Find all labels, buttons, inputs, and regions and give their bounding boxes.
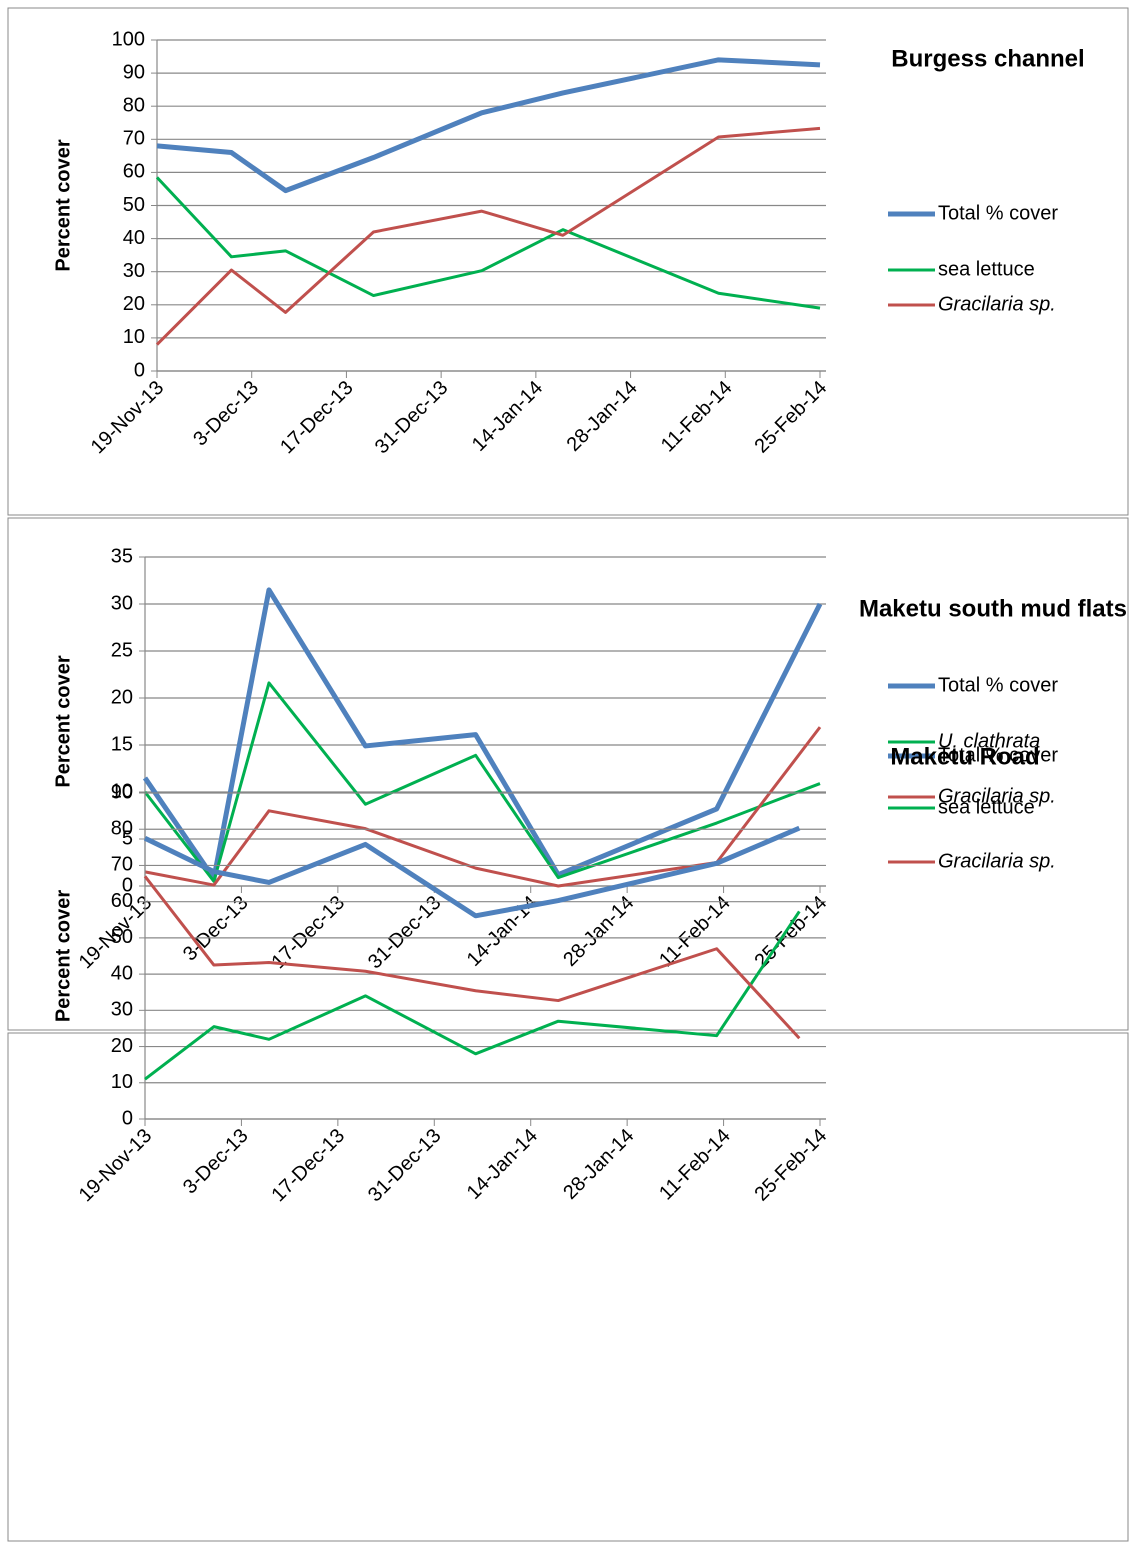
panel-border xyxy=(7,7,1129,516)
panel-border xyxy=(7,1032,1129,1542)
x-tick-label: 3-Dec-13 xyxy=(189,377,263,451)
data-line xyxy=(143,681,821,883)
y-tick-label: 20 xyxy=(111,1035,133,1057)
x-tick-label: 11-Feb-14 xyxy=(655,1125,735,1205)
y-tick-label: 40 xyxy=(123,227,145,249)
x-tick-label: 19-Nov-13 xyxy=(75,1125,157,1207)
x-tick-label: 17-Dec-13 xyxy=(268,1125,350,1207)
legend-label: Total % cover xyxy=(938,202,1058,224)
legend-label: Gracilaria sp. xyxy=(938,850,1056,872)
data-line xyxy=(143,825,801,919)
x-tick-label: 17-Dec-13 xyxy=(276,377,358,459)
y-tick-label: 0 xyxy=(122,874,133,896)
data-line xyxy=(156,57,821,194)
data-line xyxy=(144,910,801,1081)
y-tick-label: 90 xyxy=(111,781,133,803)
x-tick-label: 28-Jan-14 xyxy=(563,377,642,456)
legend-label: U. clathrata xyxy=(938,730,1040,752)
x-tick-label: 28-Jan-14 xyxy=(559,892,638,971)
x-tick-label: 31-Dec-13 xyxy=(364,892,446,974)
y-tick-label: 35 xyxy=(111,545,133,567)
x-tick-label: 25-Feb-14 xyxy=(750,892,831,973)
y-tick-label: 90 xyxy=(123,61,145,83)
x-tick-label: 31-Dec-13 xyxy=(371,377,453,459)
chart-title: Burgess channel xyxy=(891,45,1084,72)
x-tick-label: 28-Jan-14 xyxy=(559,1125,638,1204)
x-tick-label: 3-Dec-13 xyxy=(179,1125,253,1199)
y-tick-label: 50 xyxy=(123,194,145,216)
chart-title: Maketu Road xyxy=(890,743,1039,770)
data-line xyxy=(155,176,821,310)
data-line xyxy=(143,875,801,1040)
y-tick-label: 25 xyxy=(111,639,133,661)
y-tick-label: 30 xyxy=(111,592,133,614)
y-tick-label: 80 xyxy=(111,818,133,840)
x-tick-label: 25-Feb-14 xyxy=(750,1125,831,1206)
legend-label: Total % cover xyxy=(938,744,1058,766)
x-tick-label: 19-Nov-13 xyxy=(87,377,169,459)
x-tick-label: 14-Jan-14 xyxy=(463,1125,542,1204)
y-tick-label: 100 xyxy=(112,28,145,50)
y-tick-label: 0 xyxy=(122,1107,133,1129)
legend-label: sea lettuce xyxy=(938,796,1035,818)
y-tick-label: 50 xyxy=(111,926,133,948)
y-tick-label: 70 xyxy=(123,128,145,150)
y-tick-label: 70 xyxy=(111,854,133,876)
x-tick-label: 11-Feb-14 xyxy=(657,377,737,457)
legend-label: Total % cover xyxy=(938,674,1058,696)
x-tick-label: 11-Feb-14 xyxy=(655,892,735,972)
y-axis-label: Percent cover xyxy=(52,139,74,272)
y-tick-label: 20 xyxy=(123,293,145,315)
y-tick-label: 15 xyxy=(111,733,133,755)
data-line xyxy=(155,126,821,346)
y-tick-label: 30 xyxy=(111,999,133,1021)
legend-label: Gracilaria sp. xyxy=(938,785,1056,807)
y-tick-label: 60 xyxy=(111,890,133,912)
y-tick-label: 10 xyxy=(123,326,145,348)
y-tick-label: 60 xyxy=(123,161,145,183)
legend-label: Gracilaria sp. xyxy=(938,293,1056,315)
x-tick-label: 17-Dec-13 xyxy=(268,892,350,974)
panel-border xyxy=(7,517,1129,1031)
x-tick-label: 31-Dec-13 xyxy=(364,1125,446,1207)
chart-title: Maketu south mud flats xyxy=(859,595,1127,622)
y-tick-label: 80 xyxy=(123,94,145,116)
y-tick-label: 30 xyxy=(123,260,145,282)
y-tick-label: 5 xyxy=(122,827,133,849)
x-tick-label: 14-Jan-14 xyxy=(468,377,547,456)
x-tick-label: 25-Feb-14 xyxy=(750,377,831,458)
y-tick-label: 0 xyxy=(134,359,145,381)
x-tick-label: 3-Dec-13 xyxy=(179,892,253,966)
y-tick-label: 10 xyxy=(111,780,133,802)
y-tick-label: 40 xyxy=(111,962,133,984)
y-axis-label: Percent cover xyxy=(52,655,74,788)
legend-label: sea lettuce xyxy=(938,258,1035,280)
y-tick-label: 20 xyxy=(111,686,133,708)
y-tick-label: 10 xyxy=(111,1071,133,1093)
data-line xyxy=(142,587,823,881)
y-axis-label: Percent cover xyxy=(52,890,74,1023)
